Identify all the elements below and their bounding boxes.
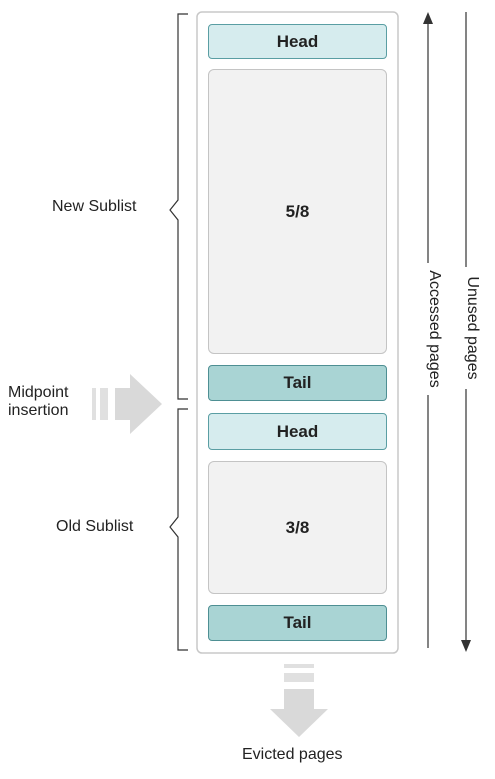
accessed-pages-label: Accessed pages bbox=[425, 263, 443, 395]
old-sublist-bracket bbox=[169, 408, 188, 651]
evicted-pages-label: Evicted pages bbox=[242, 746, 343, 763]
new-sublist-tail: Tail bbox=[208, 365, 387, 401]
old-sublist-fraction: 3/8 bbox=[285, 517, 310, 537]
old-sublist-head: Head bbox=[208, 413, 387, 450]
old-sublist-body: 3/8 bbox=[208, 461, 387, 594]
unused-pages-label: Unused pages bbox=[463, 267, 481, 389]
new-sublist-tail-label: Tail bbox=[283, 373, 312, 392]
new-sublist-body: 5/8 bbox=[208, 69, 387, 354]
old-sublist-tail-label: Tail bbox=[283, 613, 312, 632]
new-sublist-bracket bbox=[169, 13, 188, 400]
new-sublist-head: Head bbox=[208, 24, 387, 59]
old-sublist-label: Old Sublist bbox=[56, 518, 134, 535]
old-sublist-tail: Tail bbox=[208, 605, 387, 641]
new-sublist-head-label: Head bbox=[276, 31, 319, 51]
old-sublist-head-label: Head bbox=[276, 421, 319, 441]
midpoint-insertion-label-line1: Midpoint bbox=[8, 384, 69, 401]
new-sublist-fraction: 5/8 bbox=[285, 201, 310, 221]
new-sublist-label: New Sublist bbox=[52, 198, 137, 215]
evicted-pages-arrow-icon bbox=[270, 664, 328, 737]
midpoint-insertion-label-line2: insertion bbox=[8, 402, 69, 419]
midpoint-insertion-arrow-icon bbox=[92, 374, 162, 434]
